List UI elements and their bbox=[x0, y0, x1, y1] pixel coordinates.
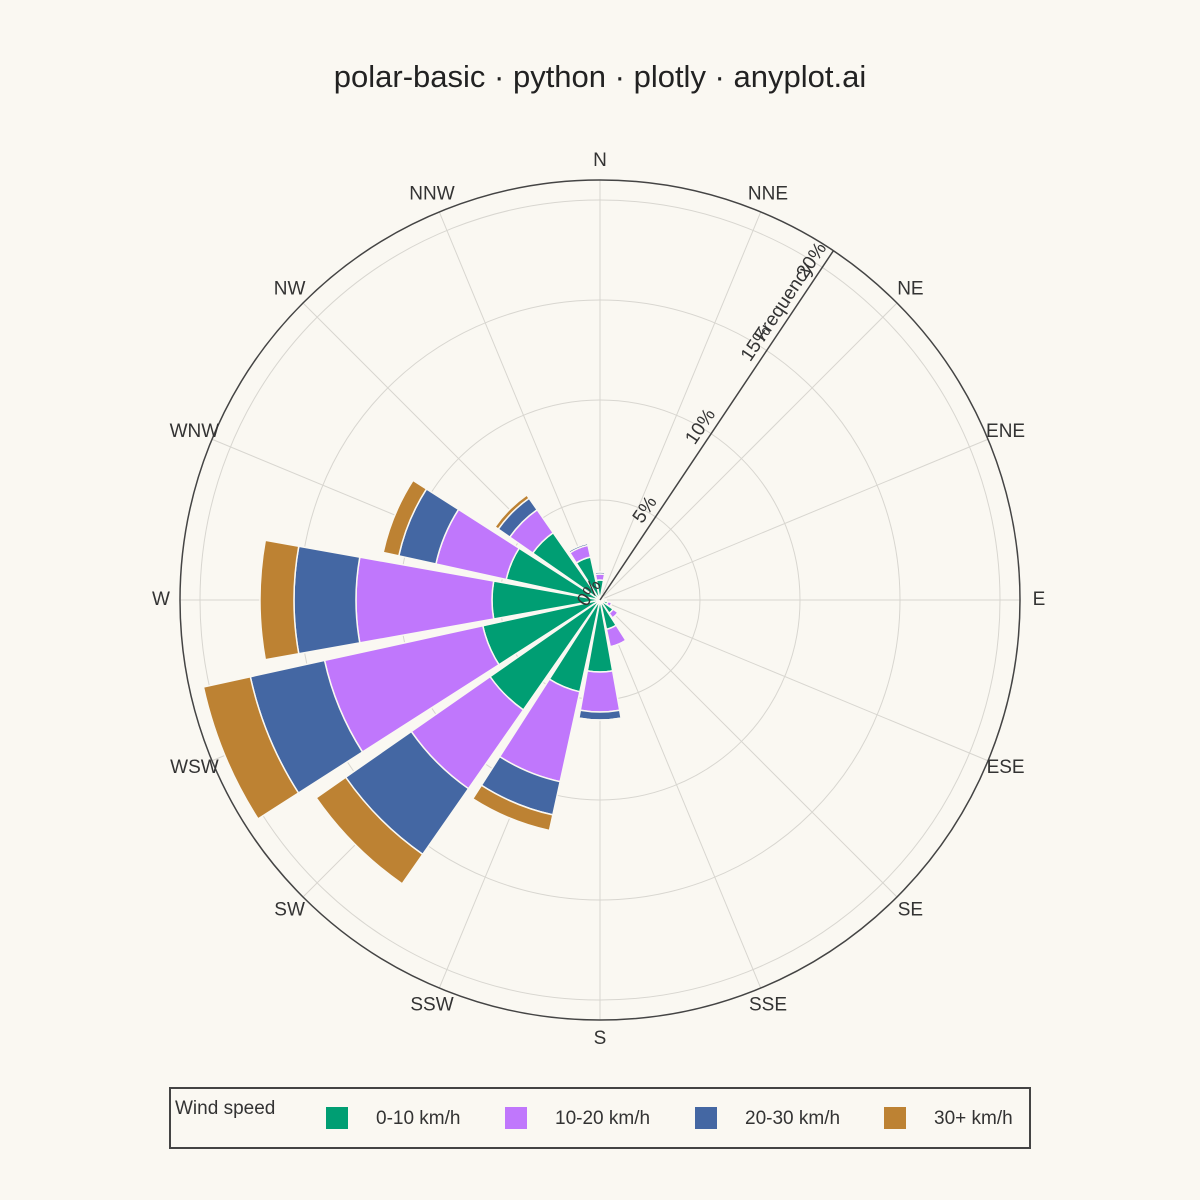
angular-tick-label: WNW bbox=[170, 421, 220, 442]
bar-segment bbox=[568, 542, 588, 552]
legend-label: 20-30 km/h bbox=[745, 1108, 840, 1129]
legend-swatch bbox=[884, 1107, 906, 1129]
legend-label: 0-10 km/h bbox=[376, 1108, 460, 1129]
angular-tick-label: NE bbox=[897, 279, 923, 300]
angular-tick-label: ENE bbox=[986, 421, 1025, 442]
legend-swatch bbox=[695, 1107, 717, 1129]
bar-segment bbox=[382, 479, 428, 557]
angular-tick-label: NNE bbox=[748, 183, 788, 204]
bar-segment bbox=[602, 597, 605, 600]
grid-spoke bbox=[438, 211, 601, 601]
bar-segment bbox=[259, 539, 300, 661]
legend-swatch bbox=[326, 1107, 348, 1129]
angular-tick-label: N bbox=[593, 150, 607, 171]
legend-title: Wind speed bbox=[175, 1098, 275, 1119]
bar-segment bbox=[493, 493, 531, 531]
angular-tick-label: SSE bbox=[749, 995, 787, 1016]
grid-spoke bbox=[599, 599, 989, 762]
legend-label: 10-20 km/h bbox=[555, 1108, 650, 1129]
angular-tick-label: NNW bbox=[409, 183, 454, 204]
angular-tick-label: W bbox=[152, 589, 170, 610]
bar-segment bbox=[579, 670, 621, 713]
plot: NNNENEENEEESESESSESSSWSWWSWWWNWNWNNW0%5%… bbox=[152, 150, 1045, 1049]
polar-frame bbox=[179, 179, 1021, 1021]
chart-title: polar-basic · python · plotly · anyplot.… bbox=[334, 59, 866, 94]
bar-segment bbox=[315, 776, 424, 885]
angular-tick-label: SW bbox=[274, 899, 305, 920]
bar-segment bbox=[471, 784, 554, 832]
bar-segment bbox=[293, 545, 361, 655]
radial-axis bbox=[599, 250, 834, 601]
grid-spoke bbox=[599, 211, 762, 601]
grid-spoke bbox=[599, 438, 989, 601]
legend-swatch bbox=[505, 1107, 527, 1129]
legend-label: 30+ km/h bbox=[934, 1108, 1013, 1129]
angular-tick-label: E bbox=[1033, 589, 1046, 610]
angular-tick-label: SE bbox=[898, 899, 923, 920]
angular-tick-label: WSW bbox=[170, 757, 219, 778]
grid-spoke bbox=[599, 302, 898, 601]
legend-box bbox=[169, 1087, 1031, 1149]
grid-spoke bbox=[599, 599, 762, 989]
angular-tick-label: ESE bbox=[987, 757, 1025, 778]
bar-segment bbox=[610, 639, 627, 648]
bar-segment bbox=[202, 675, 300, 820]
angular-tick-label: S bbox=[594, 1028, 607, 1049]
angular-tick-label: SSW bbox=[410, 995, 453, 1016]
grid-spoke bbox=[599, 599, 898, 898]
angular-tick-label: NW bbox=[274, 279, 306, 300]
